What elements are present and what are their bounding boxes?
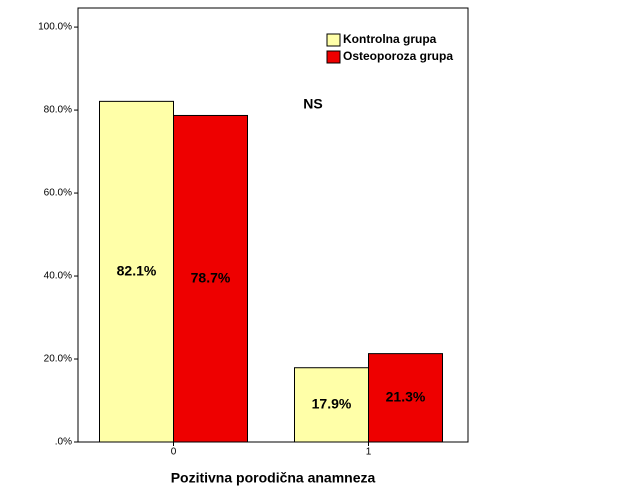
legend-swatch	[326, 33, 341, 47]
value-label: 21.3%	[386, 389, 426, 405]
y-tick-label: 60.0%	[44, 188, 72, 199]
legend-label: Kontrolna grupa	[343, 32, 437, 46]
value-label: 78.7%	[191, 269, 231, 285]
y-tick-label: .0%	[55, 437, 72, 448]
y-tick-label: 40.0%	[44, 271, 72, 282]
bar	[99, 100, 174, 443]
value-label: 17.9%	[312, 396, 352, 412]
annotation: NS	[303, 96, 322, 112]
y-tick-label: 80.0%	[44, 105, 72, 116]
legend-label: Osteoporoza grupa	[343, 49, 453, 63]
value-label: 82.1%	[117, 262, 157, 278]
y-tick-label: 20.0%	[44, 354, 72, 365]
x-tick-label: 1	[366, 447, 372, 458]
x-axis-label: Pozitivna porodična anamneza	[171, 470, 376, 486]
y-tick-label: 100.0%	[38, 22, 72, 33]
bar	[368, 353, 443, 443]
legend-swatch	[326, 50, 341, 64]
bar	[173, 114, 248, 443]
x-tick-label: 0	[171, 447, 177, 458]
